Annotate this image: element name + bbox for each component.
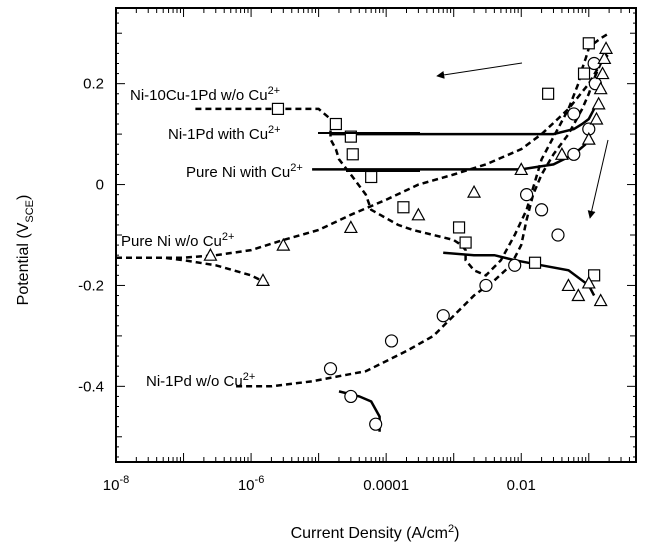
label-pureni-wo: Pure Ni w/o Cu2+ [121,231,234,250]
marker-triangle [581,275,596,289]
y-tick-label: 0 [96,177,104,194]
marker-triangle [411,207,426,221]
marker-triangle [554,147,569,160]
marker-triangle [593,293,608,307]
marker-circle [479,278,493,293]
marker-circle [323,362,338,376]
x-axis-label: Current Density (A/cm2) [291,523,460,542]
label-ni10cu1pd-wo: Ni-10Cu-1Pd w/o Cu2+ [130,85,280,104]
x-tick-label: 10-8 [103,474,129,494]
marker-square [452,221,466,234]
marker-circle [567,107,581,121]
marker-circle [519,188,534,202]
marker-square [459,236,472,249]
markers-layer [203,37,614,431]
marker-circle [384,334,399,348]
marker-square [397,201,410,214]
series-line-0 [195,32,610,277]
label-pureni-with: Pure Ni with Cu2+ [186,162,303,181]
y-tick-label: 0.2 [83,76,104,93]
y-tick-label: -0.4 [78,378,104,395]
sweep-arrow-down [587,139,609,219]
marker-triangle [561,278,576,292]
marker-triangle [599,41,614,54]
y-tick-label: -0.2 [78,277,104,294]
marker-triangle [571,288,586,302]
marker-circle [534,203,549,217]
marker-circle [567,147,581,161]
marker-square [577,67,591,80]
label-ni1pd-wo: Ni-1Pd w/o Cu2+ [146,371,255,390]
marker-circle [344,389,358,404]
series-line-4 [330,108,596,136]
marker-triangle [276,237,291,251]
x-tick-label: 0.0001 [363,477,409,494]
marker-triangle [203,247,218,261]
marker-square [365,170,378,184]
axis-ticks: 10-8 10-6 0.0001 0.01 0.2 0 -0.2 -0.4 [78,8,637,494]
marker-square [528,256,542,269]
marker-square [329,117,342,131]
marker-square [588,269,601,282]
sweep-arrow-left [436,62,523,79]
marker-triangle [343,220,358,234]
marker-square [582,37,595,50]
marker-square [271,102,285,115]
marker-circle [436,309,450,323]
marker-triangle [255,273,270,286]
marker-square [344,130,357,143]
marker-triangle [595,66,610,80]
marker-triangle [591,96,606,110]
marker-triangle [597,51,612,65]
marker-square [542,87,555,100]
marker-triangle [467,184,482,198]
marker-triangle [589,111,604,125]
label-ni1pd-with: Ni-1Pd with Cu2+ [168,124,281,143]
marker-circle [508,258,522,272]
series-line-3 [116,256,272,287]
y-axis-label: Potential (VSCE) [15,195,36,306]
marker-circle [369,417,383,431]
marker-triangle [581,131,596,145]
x-tick-label: 0.01 [507,477,536,494]
marker-square [346,148,359,161]
marker-triangle [593,81,608,95]
series-line-2 [116,47,611,259]
marker-circle [551,228,565,242]
x-tick-label: 10-6 [238,474,264,494]
marker-triangle [514,162,529,176]
